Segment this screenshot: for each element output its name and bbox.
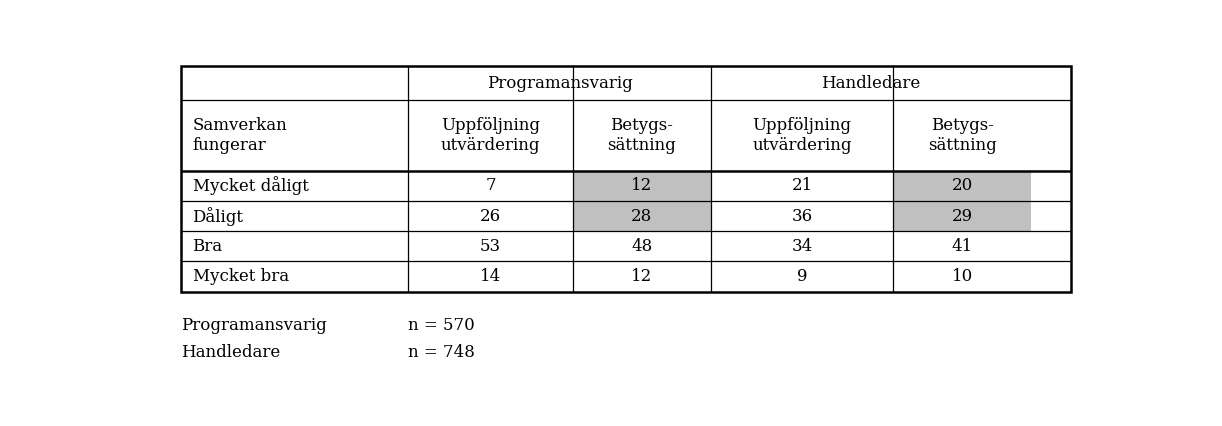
Text: 12: 12 [632,268,653,285]
Bar [573,171,711,201]
Text: 12: 12 [632,178,653,194]
Text: Uppföljning
utvärdering: Uppföljning utvärdering [753,117,852,154]
Text: Samverkan
fungerar: Samverkan fungerar [193,117,287,154]
Text: 21: 21 [792,178,813,194]
Bar [573,201,711,231]
Text: 36: 36 [792,207,813,225]
Text: Dåligt: Dåligt [193,207,243,226]
Text: 53: 53 [480,238,501,255]
Bar [893,201,1031,231]
Text: Programansvarig: Programansvarig [486,75,632,92]
Text: Betygs-
sättning: Betygs- sättning [927,117,997,154]
Bar [893,171,1031,201]
Text: Mycket bra: Mycket bra [193,268,288,285]
Text: 34: 34 [792,238,813,255]
Text: n = 570: n = 570 [408,317,475,334]
Bar [181,66,1072,291]
Text: 48: 48 [632,238,653,255]
Text: Betygs-
sättning: Betygs- sättning [607,117,676,154]
Text: Uppföljning
utvärdering: Uppföljning utvärdering [441,117,540,154]
Text: 26: 26 [480,207,501,225]
Text: Programansvarig: Programansvarig [181,317,327,334]
Text: n = 748: n = 748 [408,344,475,361]
Text: Handledare: Handledare [181,344,280,361]
Text: Mycket dåligt: Mycket dåligt [193,176,308,196]
Text: 9: 9 [797,268,808,285]
Text: 14: 14 [480,268,501,285]
Text: 7: 7 [485,178,496,194]
Text: 20: 20 [952,178,973,194]
Text: 41: 41 [952,238,973,255]
Text: Handledare: Handledare [821,75,920,92]
Text: Bra: Bra [193,238,222,255]
Text: 29: 29 [952,207,973,225]
Text: 28: 28 [632,207,653,225]
Text: 10: 10 [952,268,973,285]
